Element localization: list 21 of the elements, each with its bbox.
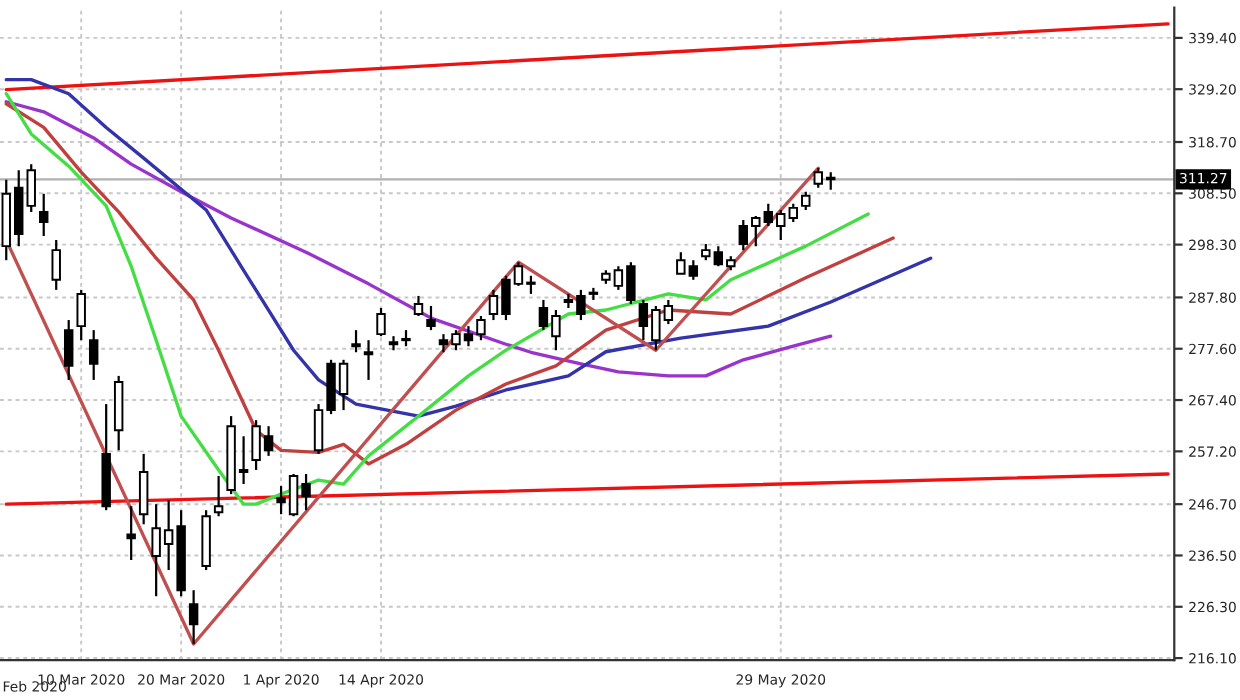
candlestick [363, 339, 374, 382]
candlestick [88, 329, 99, 382]
candlestick [63, 318, 74, 382]
line-series [4, 100, 833, 378]
candlestick [413, 294, 424, 318]
line-series [4, 77, 933, 418]
candlestick [801, 190, 811, 212]
candlestick [376, 306, 386, 338]
candlestick [51, 238, 61, 291]
candlestick [126, 505, 136, 562]
candlestick [138, 452, 149, 526]
candlestick [788, 202, 798, 224]
candlestick [351, 329, 361, 354]
line-series [4, 166, 820, 646]
candlestick [388, 335, 399, 352]
candlestick [426, 304, 436, 332]
candlestick [213, 474, 224, 518]
candlestick [39, 192, 49, 238]
candlestick [26, 163, 36, 214]
candlestick [76, 288, 86, 342]
candlestick [188, 589, 199, 646]
